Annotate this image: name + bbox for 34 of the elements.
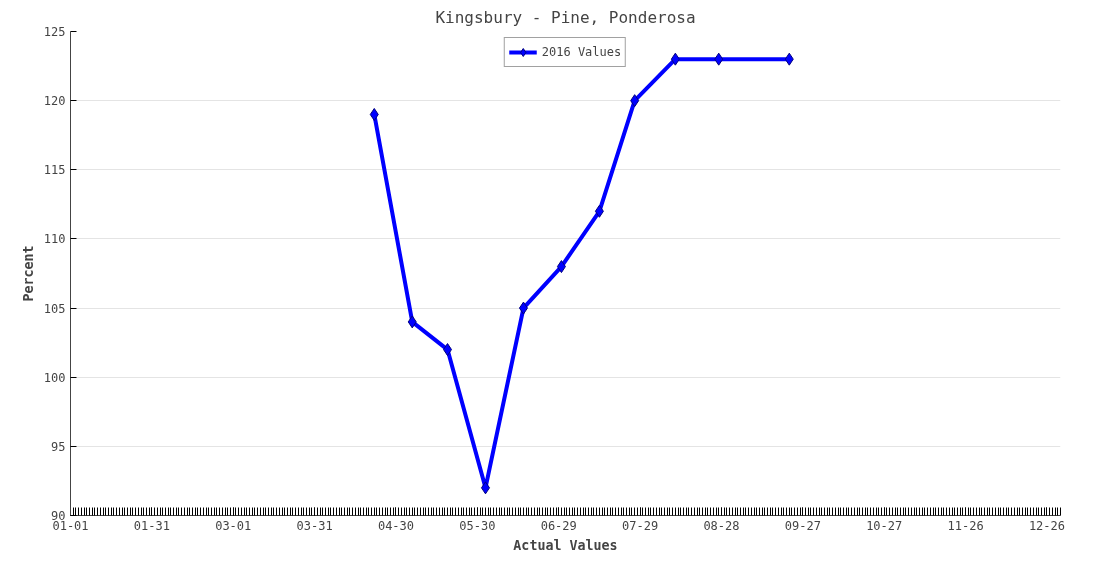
y-tick-label: 95 bbox=[51, 439, 66, 454]
point bbox=[594, 204, 604, 218]
x-tick-label: 06-29 bbox=[540, 518, 577, 533]
legend-label: 2016 Values bbox=[541, 45, 622, 59]
x-tick-label: 12-26 bbox=[1028, 518, 1065, 533]
x-tick-label: 01-31 bbox=[133, 518, 170, 533]
point bbox=[630, 94, 640, 108]
point bbox=[518, 301, 528, 315]
y-tick-label: 110 bbox=[43, 232, 66, 247]
point bbox=[480, 481, 490, 495]
x-tick-label: 10-27 bbox=[866, 518, 903, 533]
point bbox=[443, 343, 453, 357]
x-tick-label: 09-27 bbox=[784, 518, 821, 533]
point bbox=[714, 52, 724, 66]
y-tick-label: 105 bbox=[43, 301, 66, 316]
x-tick-label: 04-30 bbox=[377, 518, 415, 533]
point bbox=[670, 52, 680, 66]
y-tick-label: 115 bbox=[43, 163, 66, 178]
y-axis-title: Percent bbox=[20, 245, 36, 302]
x-tick-label: 08-28 bbox=[703, 518, 740, 533]
x-tick-label: 03-01 bbox=[215, 518, 252, 533]
x-axis-title: Actual Values bbox=[513, 537, 618, 553]
y-tick-label: 120 bbox=[43, 94, 66, 109]
x-tick-label: 05-30 bbox=[459, 518, 496, 533]
y-tick-label: 100 bbox=[43, 370, 66, 385]
y-tick-label: 125 bbox=[43, 25, 66, 39]
point bbox=[556, 260, 566, 274]
point bbox=[784, 52, 794, 66]
x-tick-label: 07-29 bbox=[622, 518, 659, 533]
chart-title: Kingsbury - Pine, Ponderosa bbox=[435, 7, 696, 27]
x-tick-label: 11-26 bbox=[947, 518, 984, 533]
point bbox=[369, 107, 379, 121]
x-tick-label: 03-31 bbox=[296, 518, 333, 533]
point bbox=[407, 315, 417, 329]
